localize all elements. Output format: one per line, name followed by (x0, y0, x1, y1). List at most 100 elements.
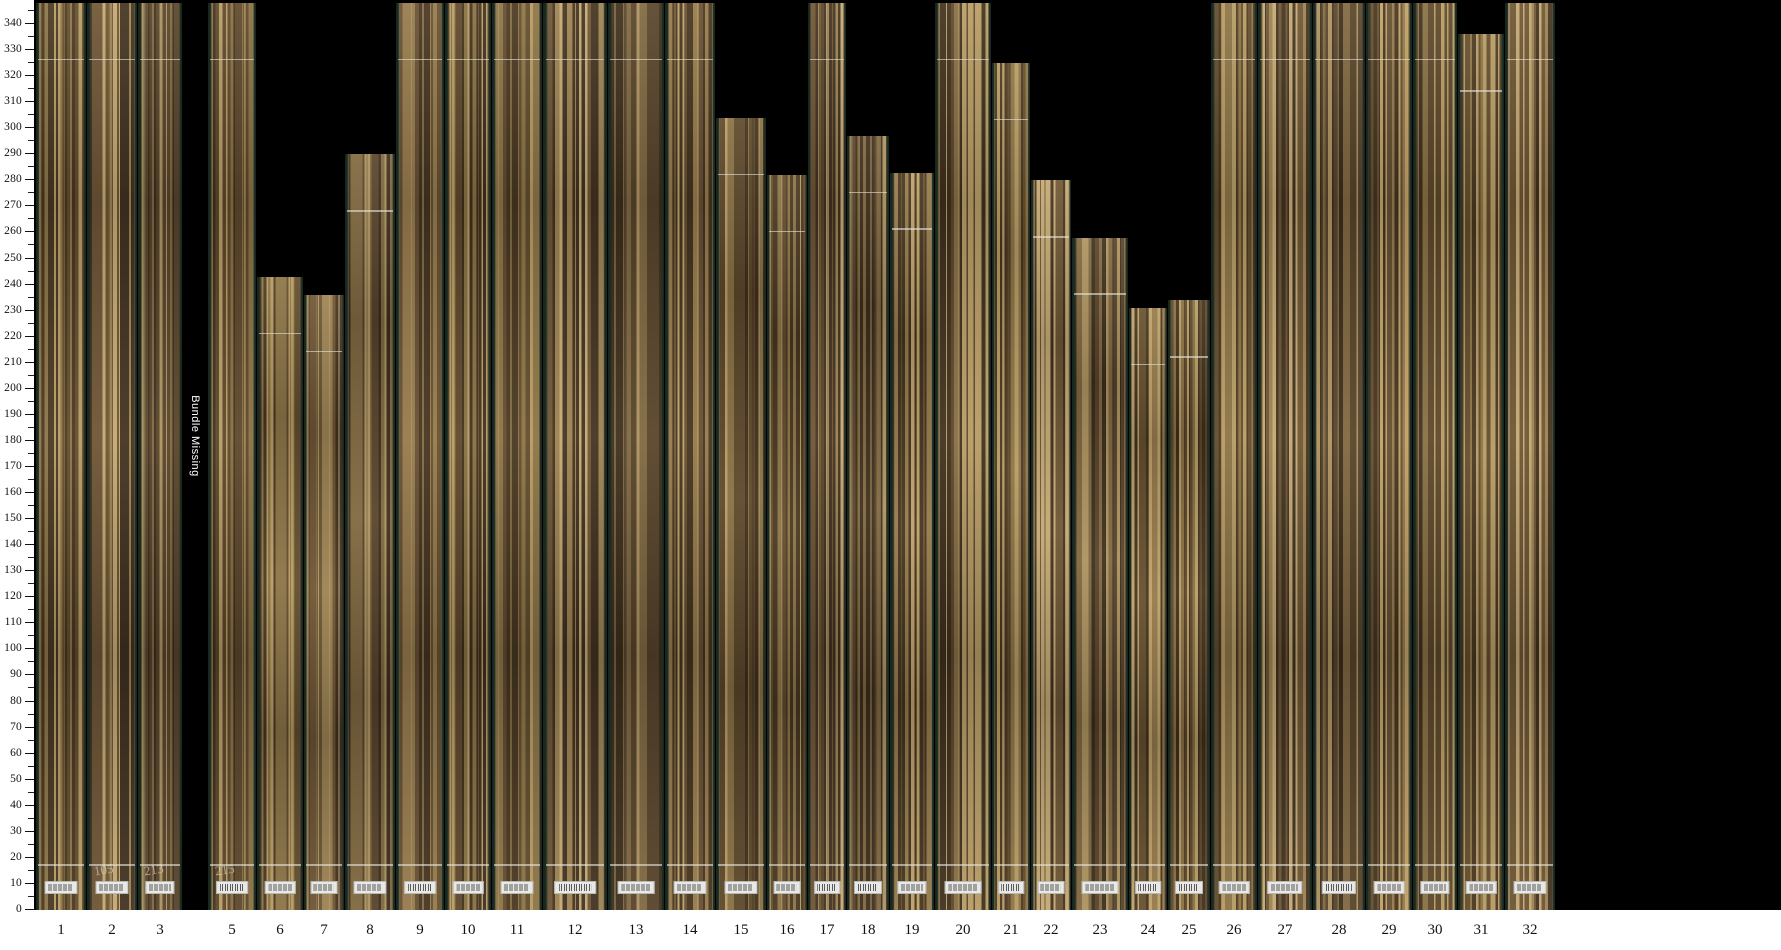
board-bar[interactable] (665, 3, 715, 910)
barcode-icon (1138, 884, 1158, 891)
y-axis-label: 320 (4, 69, 22, 82)
board-barcode-tag[interactable] (264, 881, 296, 894)
board-barcode-tag[interactable] (452, 881, 484, 894)
board-barcode-tag[interactable] (897, 881, 927, 894)
board-barcode-tag[interactable] (998, 881, 1024, 894)
board-bar[interactable] (492, 3, 542, 910)
board-barcode-tag[interactable] (1174, 881, 1204, 894)
x-axis-label: 11 (509, 922, 525, 938)
board-barcode-tag[interactable] (617, 881, 655, 894)
board-bar[interactable] (1413, 3, 1457, 910)
pencil-mark-line-top (1507, 58, 1553, 61)
x-axis-label: 24 (1140, 922, 1156, 938)
board-barcode-tag[interactable] (1465, 881, 1497, 894)
y-axis-tick-major (25, 127, 34, 129)
board-barcode-tag[interactable] (1218, 881, 1250, 894)
pencil-mark-line (809, 864, 845, 866)
pencil-mark-line-top (667, 58, 713, 61)
y-axis-label: 170 (4, 459, 22, 472)
wood-shading-overlay (767, 175, 807, 910)
board-barcode-tag[interactable] (724, 881, 758, 894)
wood-grain-texture (345, 154, 395, 910)
board-left-edge (1505, 3, 1509, 910)
board-bar[interactable] (304, 294, 344, 910)
board-bar[interactable] (1168, 300, 1210, 910)
board-bar[interactable] (36, 3, 86, 910)
wood-shading-overlay (1313, 3, 1365, 910)
board-right-edge (300, 276, 303, 910)
board-barcode-tag[interactable] (1321, 881, 1357, 894)
board-barcode-tag[interactable] (353, 881, 387, 894)
board-bar[interactable]: 105 (87, 3, 137, 910)
board-barcode-tag[interactable] (1081, 881, 1119, 894)
board-barcode-tag[interactable] (1037, 881, 1065, 894)
board-bar[interactable] (1072, 237, 1128, 910)
board-barcode-tag[interactable] (216, 881, 248, 894)
board-barcode-tag[interactable] (1420, 881, 1450, 894)
board-bar[interactable] (992, 63, 1030, 910)
board-bar[interactable] (767, 175, 807, 910)
board-barcode-tag[interactable] (773, 881, 801, 894)
board-bar[interactable]: 213 (138, 3, 182, 910)
board-bar[interactable] (847, 136, 889, 910)
board-bar[interactable] (1505, 3, 1555, 910)
board-bar[interactable] (1031, 180, 1071, 910)
board-bar[interactable]: 215 (208, 3, 256, 910)
y-axis-label: 0 (16, 903, 22, 915)
board-bar[interactable] (716, 117, 766, 910)
board-right-edge (843, 3, 846, 910)
board-barcode-tag[interactable] (673, 881, 707, 894)
barcode-icon (149, 884, 171, 891)
board-bar[interactable] (445, 3, 491, 910)
y-axis-tick-minor (28, 9, 34, 11)
wood-shading-overlay (208, 3, 256, 910)
bundle-missing-bar[interactable]: Bundle Missing (183, 0, 207, 910)
board-barcode-tag[interactable] (1373, 881, 1405, 894)
pencil-mark-line-top (1212, 58, 1256, 61)
board-bar[interactable] (890, 172, 934, 910)
board-bar[interactable] (935, 3, 991, 910)
board-barcode-tag[interactable] (500, 881, 534, 894)
board-bar[interactable] (543, 3, 607, 910)
board-bar[interactable] (808, 3, 846, 910)
board-barcode-tag[interactable] (145, 881, 175, 894)
x-axis-label: 8 (366, 922, 374, 938)
board-right-edge (763, 117, 766, 910)
wood-shading-overlay (1129, 308, 1167, 910)
board-bar[interactable] (1258, 3, 1312, 910)
board-barcode-tag[interactable] (1513, 881, 1547, 894)
wood-shading-overlay (665, 3, 715, 910)
board-barcode-tag[interactable] (310, 881, 338, 894)
board-right-edge (1068, 180, 1071, 910)
board-bar[interactable] (1366, 3, 1412, 910)
wood-grain-texture (935, 3, 991, 910)
y-axis-tick-major (25, 622, 34, 624)
barcode-icon (949, 884, 977, 891)
pencil-mark-line (38, 864, 84, 866)
board-bar[interactable] (1211, 3, 1257, 910)
pencil-mark-line (397, 864, 443, 866)
board-bar[interactable] (1129, 308, 1167, 910)
board-barcode-tag[interactable] (554, 881, 596, 894)
pencil-mark-line-top (993, 118, 1029, 121)
board-bar[interactable] (257, 276, 303, 910)
board-bar[interactable] (396, 3, 444, 910)
board-barcode-tag[interactable] (404, 881, 436, 894)
board-bar[interactable] (1458, 34, 1504, 910)
board-bar[interactable] (608, 3, 664, 910)
board-barcode-tag[interactable] (853, 881, 883, 894)
board-left-edge (992, 63, 996, 910)
board-right-edge (1254, 3, 1257, 910)
y-axis-tick-minor (28, 661, 34, 663)
wood-grain-texture (87, 3, 137, 910)
board-barcode-tag[interactable] (1135, 881, 1161, 894)
board-barcode-tag[interactable] (814, 881, 840, 894)
board-barcode-tag[interactable] (1267, 881, 1303, 894)
board-bar[interactable] (345, 154, 395, 910)
board-barcode-tag[interactable] (944, 881, 982, 894)
wood-shading-overlay (935, 3, 991, 910)
board-bar[interactable] (1313, 3, 1365, 910)
board-barcode-tag[interactable] (44, 881, 78, 894)
board-barcode-tag[interactable] (95, 881, 129, 894)
board-left-edge (492, 3, 496, 910)
